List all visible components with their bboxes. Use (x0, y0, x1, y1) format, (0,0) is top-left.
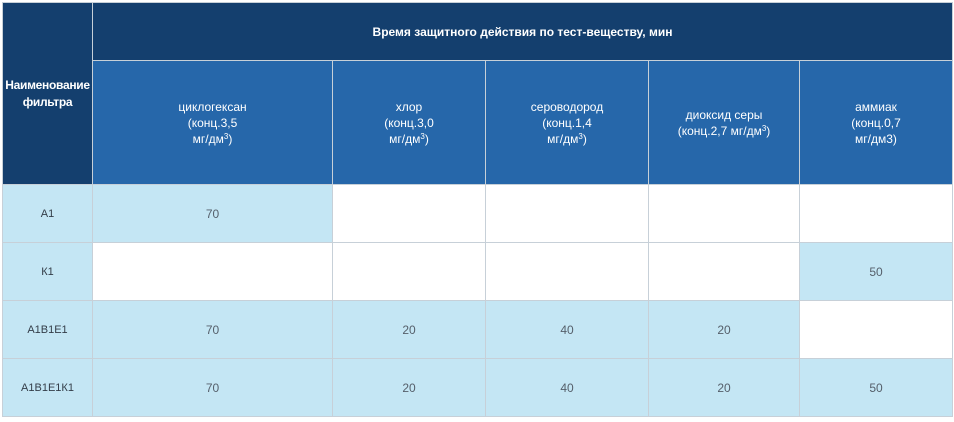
substance-header-line: циклогексан (178, 99, 247, 114)
substance-header: аммиак (конц.0,7 мг/дм3) (799, 60, 953, 185)
filter-name-header-line-1: Наименование (5, 77, 90, 92)
filter-name-cell: А1В1Е1К1 (2, 358, 93, 417)
substance-header-line: (конц.2,7 мг/дм3) (649, 123, 799, 139)
filter-name-header: Наименование фильтра (2, 2, 93, 185)
filter-name-header-line-2: фильтра (22, 94, 73, 109)
protection-time-cell: 70 (92, 358, 333, 417)
substance-header-line: (конц.0,7 (851, 115, 901, 130)
protection-time-cell: 70 (92, 184, 333, 243)
protection-time-cell (332, 184, 486, 243)
filter-name-cell: К1 (2, 242, 93, 301)
protection-time-cell (485, 242, 649, 301)
filter-name-cell: А1В1Е1 (2, 300, 93, 359)
substance-header-line: (конц.1,4 (542, 115, 592, 130)
substance-header-line: мг/дм3) (93, 131, 332, 147)
header-row-top: Наименование фильтра Время защитного дей… (2, 2, 953, 185)
unit-superscript: 3 (578, 131, 583, 141)
substance-unit: мг/дм (192, 131, 224, 146)
substance-header-line: мг/дм3) (486, 131, 648, 147)
substance-header: циклогексан (конц.3,5 мг/дм3) (92, 60, 333, 185)
substance-header-line: мг/дм3) (333, 131, 485, 147)
closing-paren: ) (228, 131, 233, 146)
table-row: А1 70 (2, 184, 953, 243)
protection-time-cell: 70 (92, 300, 333, 359)
protection-time-cell: 40 (485, 300, 649, 359)
substance-unit: мг/дм (547, 131, 579, 146)
substance-header-line: диоксид серы (685, 107, 763, 122)
protection-time-header: Время защитного действия по тест-веществ… (92, 2, 953, 61)
protection-time-cell: 20 (332, 300, 486, 359)
table-row: А1В1Е1 70 20 40 20 (2, 300, 953, 359)
substance-header: сероводород (конц.1,4 мг/дм3) (485, 60, 649, 185)
protection-time-cell (332, 242, 486, 301)
protection-time-cell (648, 242, 800, 301)
closing-paren: ) (582, 131, 587, 146)
closing-paren: ) (424, 131, 429, 146)
protection-time-cell: 20 (332, 358, 486, 417)
filter-name-cell: А1 (2, 184, 93, 243)
substance-header: диоксид серы (конц.2,7 мг/дм3) (648, 60, 800, 185)
protection-time-cell (799, 184, 953, 243)
protection-time-cell: 20 (648, 358, 800, 417)
protection-time-cell: 50 (799, 242, 953, 301)
protection-time-cell (799, 300, 953, 359)
substance-header-line: хлор (395, 99, 423, 114)
protection-time-cell (92, 242, 333, 301)
unit-superscript: 3 (420, 131, 425, 141)
substance-header-line: мг/дм3) (855, 131, 897, 146)
protection-time-cell (485, 184, 649, 243)
substance-header-line: (конц.3,5 (187, 115, 238, 130)
header-row-substances: циклогексан (конц.3,5 мг/дм3) хлор (конц.3,0… (3, 60, 953, 185)
substance-header-line: (конц.3,0 (384, 115, 434, 130)
substance-unit: (конц.2,7 мг/дм (677, 123, 762, 138)
unit-superscript: 3 (761, 123, 767, 133)
protection-time-cell: 50 (799, 358, 953, 417)
substance-header: хлор (конц.3,0 мг/дм3) (332, 60, 486, 185)
closing-paren: ) (766, 123, 771, 138)
substance-header-line: сероводород (530, 99, 604, 114)
table-row: А1В1Е1К1 70 20 40 20 50 (2, 358, 953, 417)
protection-time-cell (648, 184, 800, 243)
protection-time-cell: 20 (648, 300, 800, 359)
protection-time-cell: 40 (485, 358, 649, 417)
substance-unit: мг/дм (389, 131, 421, 146)
unit-superscript: 3 (223, 131, 229, 141)
table-body: А1 70 К1 50 А1В1Е1 70 20 40 20 А1В1Е1К1 70 20 40 20 50 (2, 184, 953, 417)
table-row: К1 50 (2, 242, 953, 301)
substance-header-line: аммиак (855, 99, 897, 114)
